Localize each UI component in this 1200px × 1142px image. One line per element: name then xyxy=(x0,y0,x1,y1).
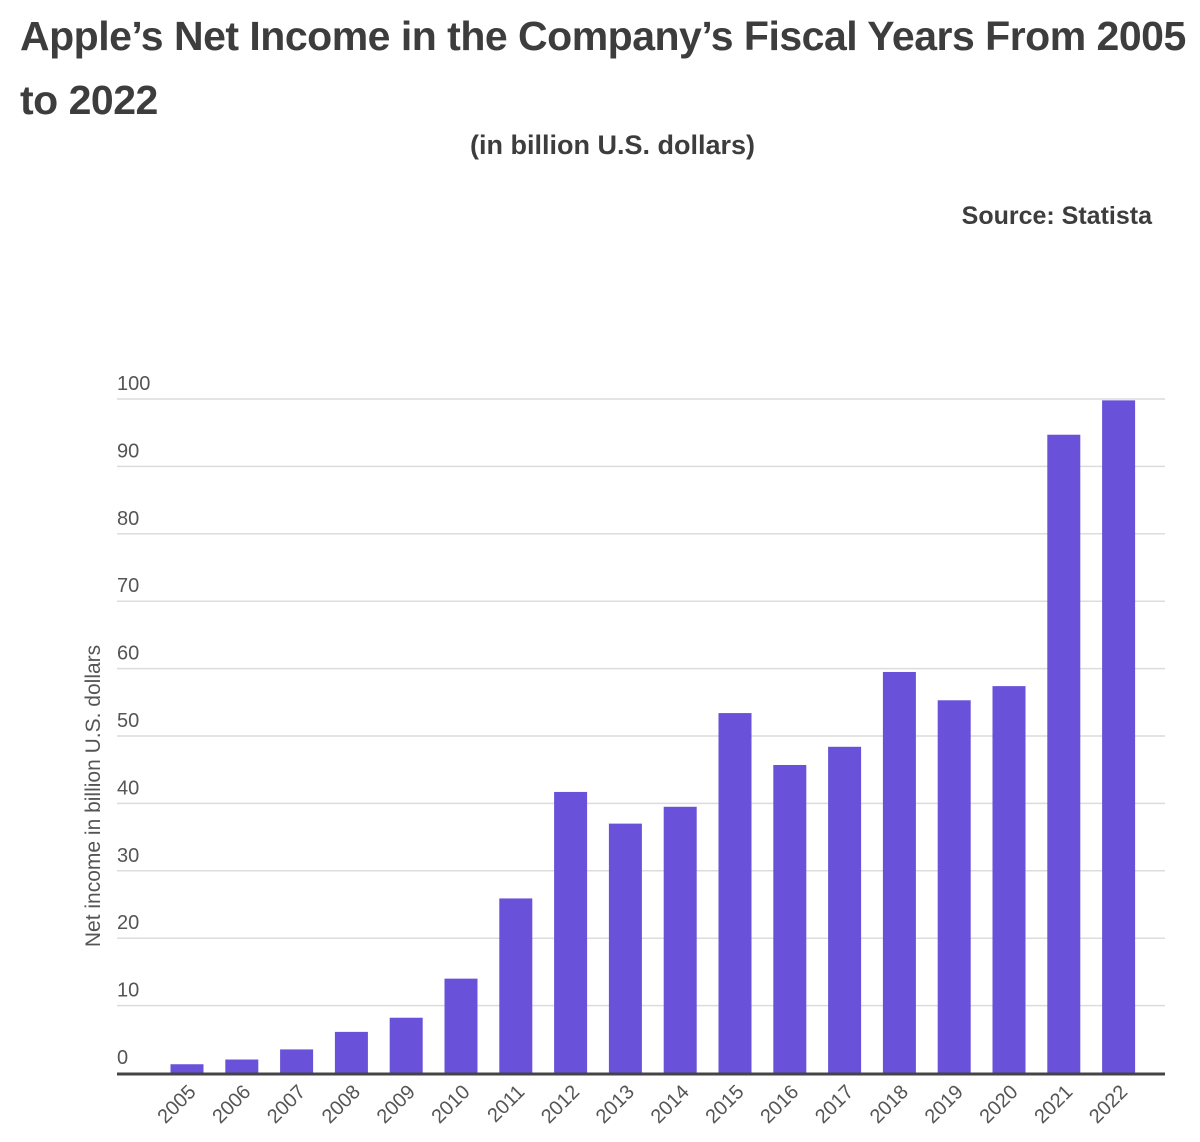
x-tick-label: 2013 xyxy=(592,1081,639,1128)
chart-source: Source: Statista xyxy=(961,202,1152,230)
y-axis-ticks: 0 10 20 30 40 50 60 70 80 90 100 xyxy=(117,373,150,1069)
y-tick-label: 20 xyxy=(117,912,139,934)
x-tick-label: 2018 xyxy=(866,1081,913,1128)
y-tick-label: 30 xyxy=(117,845,139,867)
y-tick-label: 80 xyxy=(117,508,139,530)
bar-2015 xyxy=(718,713,752,1073)
bar-2013 xyxy=(608,823,642,1073)
bar-2010 xyxy=(444,978,478,1073)
y-tick-label: 10 xyxy=(117,980,139,1002)
bar-2020 xyxy=(992,686,1026,1073)
y-tick-label: 90 xyxy=(117,440,139,462)
chart-title: Apple’s Net Income in the Company’s Fisc… xyxy=(20,13,1186,123)
x-tick-label: 2019 xyxy=(921,1081,968,1128)
y-tick-label: 60 xyxy=(117,643,139,665)
x-tick-label: 2014 xyxy=(647,1081,694,1128)
x-tick-label: 2007 xyxy=(263,1081,310,1128)
x-tick-label: 2016 xyxy=(756,1081,803,1128)
x-tick-label: 2010 xyxy=(428,1081,475,1128)
y-tick-label: 100 xyxy=(117,373,150,395)
x-tick-label: 2006 xyxy=(208,1081,255,1128)
bar-2006 xyxy=(225,1059,259,1073)
y-tick-label: 0 xyxy=(117,1047,128,1069)
x-tick-label: 2021 xyxy=(1030,1081,1077,1128)
x-tick-label: 2009 xyxy=(373,1081,420,1128)
bar-2019 xyxy=(937,700,971,1073)
x-axis-ticks: 2005 2006 2007 2008 2009 2010 2011 2012 2013 2014… xyxy=(154,1081,1133,1128)
x-tick-label: 2017 xyxy=(811,1081,858,1128)
bar-2005 xyxy=(170,1064,204,1073)
y-tick-label: 50 xyxy=(117,710,139,732)
x-tick-label: 2022 xyxy=(1085,1081,1132,1128)
bar-2018 xyxy=(882,671,916,1073)
x-tick-label: 2015 xyxy=(702,1081,749,1128)
x-tick-label: 2005 xyxy=(154,1081,201,1128)
bar-2009 xyxy=(389,1017,423,1073)
bar-2017 xyxy=(828,746,862,1073)
bar-2007 xyxy=(280,1049,314,1073)
x-tick-label: 2011 xyxy=(483,1081,529,1127)
y-tick-label: 70 xyxy=(117,575,139,597)
x-tick-label: 2012 xyxy=(537,1081,584,1128)
bars xyxy=(170,400,1136,1073)
y-tick-label: 40 xyxy=(117,777,139,799)
bar-2011 xyxy=(499,898,533,1073)
chart-subtitle: (in billion U.S. dollars) xyxy=(469,130,755,160)
x-tick-label: 2008 xyxy=(318,1081,365,1128)
x-tick-label: 2020 xyxy=(976,1081,1023,1128)
bar-2008 xyxy=(334,1031,368,1073)
bar-2022 xyxy=(1102,400,1136,1073)
bar-2016 xyxy=(773,764,807,1073)
bar-2021 xyxy=(1047,434,1081,1073)
bar-2014 xyxy=(663,806,697,1073)
y-axis-label: Net income in billion U.S. dollars xyxy=(82,645,105,947)
bar-2012 xyxy=(554,791,588,1073)
